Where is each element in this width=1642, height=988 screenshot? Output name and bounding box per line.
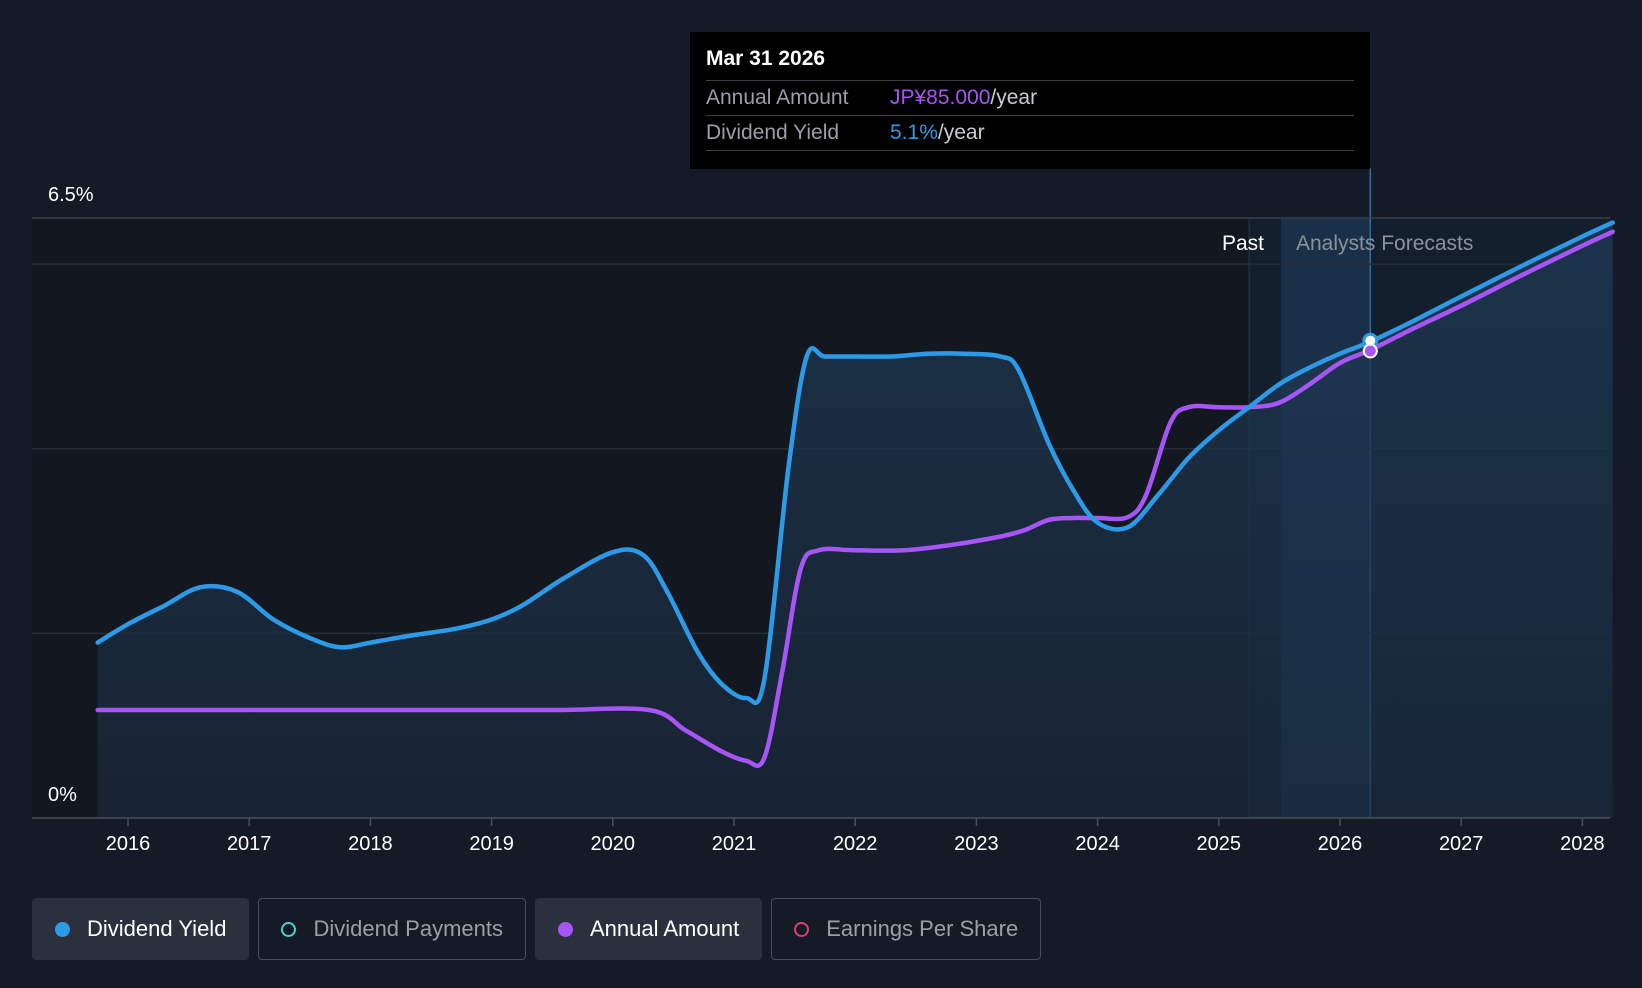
tooltip-key: Dividend Yield (706, 121, 840, 144)
x-tick-label: 2017 (227, 833, 272, 855)
x-tick-label: 2019 (469, 833, 514, 855)
yield-area-fill (97, 222, 1613, 819)
x-tick-label: 2024 (1075, 833, 1120, 855)
tooltip-unit: /year (990, 86, 1038, 109)
x-tick-label: 2026 (1318, 833, 1363, 855)
tooltip-row-dividend-yield: Dividend Yield 5.1%/year (706, 116, 1354, 151)
forecast-label: Analysts Forecasts (1296, 232, 1473, 255)
amount-marker (1362, 343, 1378, 359)
legend-label: Dividend Yield (87, 916, 227, 941)
filled-dot-icon (55, 921, 70, 937)
x-tick-label: 2025 (1197, 833, 1242, 855)
chart-legend: Dividend Yield Dividend Payments Annual … (32, 898, 1042, 960)
past-label: Past (1222, 232, 1264, 255)
tooltip-row-annual-amount: Annual Amount JP¥85.000/year (706, 81, 1354, 116)
tooltip-yield-value: 5.1% (890, 121, 938, 144)
x-tick-label: 2022 (833, 833, 878, 855)
x-tick-label: 2020 (591, 833, 636, 855)
filled-dot-icon (557, 921, 573, 937)
legend-label: Dividend Payments (313, 916, 503, 941)
hollow-dot-icon (794, 921, 810, 937)
tooltip-amount-value: JP¥85.000 (890, 86, 991, 109)
legend-label: Earnings Per Share (826, 916, 1019, 941)
x-tick-label: 2021 (712, 833, 757, 855)
annual-amount-line (95, 229, 1615, 769)
x-tick-label: 2028 (1560, 833, 1605, 855)
legend-annual-amount[interactable]: Annual Amount (534, 898, 763, 960)
dividend-yield-line (95, 220, 1615, 706)
tooltip-unit: /year (937, 121, 985, 144)
x-tick-label: 2027 (1439, 833, 1484, 855)
chart-tooltip: Mar 31 2026 Annual Amount JP¥85.000/year… (690, 32, 1370, 169)
legend-dividend-yield[interactable]: Dividend Yield (32, 898, 250, 960)
tooltip-date: Mar 31 2026 (706, 46, 1354, 81)
y-label-top: 6.5% (48, 184, 94, 206)
legend-label: Annual Amount (589, 916, 740, 941)
y-label-bottom: 0% (48, 784, 77, 806)
hollow-dot-icon (281, 921, 297, 937)
legend-dividend-payments[interactable]: Dividend Payments (258, 898, 526, 960)
x-tick-label: 2018 (348, 833, 393, 855)
tooltip-key: Annual Amount (706, 86, 849, 109)
legend-earnings-per-share[interactable]: Earnings Per Share (771, 898, 1042, 960)
x-tick-label: 2023 (954, 833, 999, 855)
x-tick-label: 2016 (106, 833, 151, 855)
